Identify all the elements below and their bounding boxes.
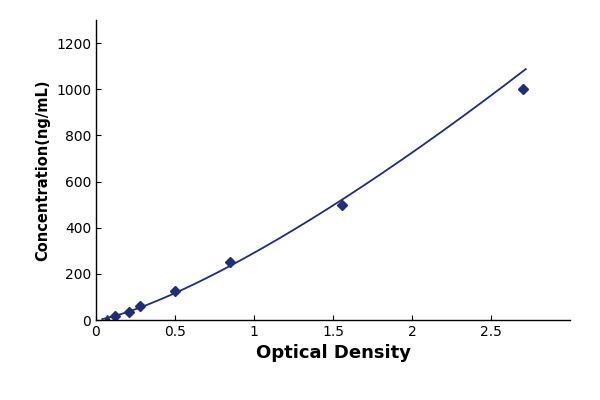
- X-axis label: Optical Density: Optical Density: [256, 344, 410, 362]
- Y-axis label: Concentration(ng/mL): Concentration(ng/mL): [35, 79, 50, 261]
